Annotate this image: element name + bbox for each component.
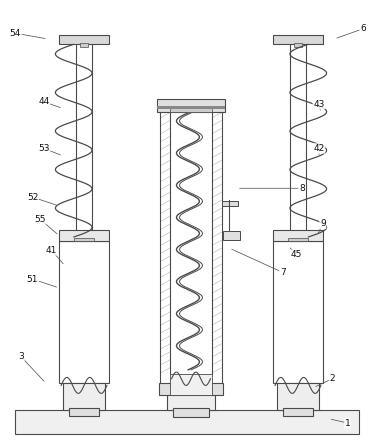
- Bar: [288, 238, 308, 241]
- Bar: [277, 383, 319, 410]
- Bar: [273, 230, 323, 241]
- Bar: [59, 241, 109, 383]
- Bar: [74, 238, 94, 241]
- Bar: [170, 107, 212, 112]
- Text: 3: 3: [18, 352, 24, 361]
- Bar: [59, 230, 109, 241]
- Bar: [59, 35, 109, 44]
- Text: 41: 41: [46, 246, 57, 255]
- Bar: [171, 112, 211, 374]
- Bar: [167, 394, 215, 410]
- Text: 2: 2: [330, 374, 335, 383]
- Bar: [283, 408, 313, 416]
- Text: 7: 7: [280, 268, 286, 277]
- Text: 53: 53: [38, 144, 50, 153]
- Text: 45: 45: [290, 250, 302, 259]
- Bar: [273, 35, 323, 44]
- Bar: [170, 374, 212, 395]
- Bar: [173, 408, 209, 417]
- Text: 8: 8: [299, 184, 305, 193]
- Bar: [294, 43, 302, 47]
- Text: 42: 42: [313, 144, 325, 153]
- Text: 54: 54: [10, 29, 21, 38]
- Bar: [273, 241, 323, 383]
- Text: 51: 51: [27, 275, 38, 284]
- Bar: [157, 106, 225, 109]
- Bar: [157, 99, 225, 112]
- Bar: [80, 43, 88, 47]
- Text: 43: 43: [313, 100, 325, 109]
- Text: 52: 52: [27, 193, 38, 202]
- Text: 55: 55: [34, 215, 46, 224]
- Bar: [63, 383, 105, 410]
- Text: 6: 6: [360, 24, 366, 33]
- Text: 1: 1: [345, 419, 351, 427]
- Text: 9: 9: [320, 219, 326, 228]
- Bar: [223, 231, 240, 240]
- Bar: [222, 201, 238, 206]
- Bar: [159, 383, 223, 395]
- Bar: [15, 410, 359, 434]
- Text: 44: 44: [38, 97, 50, 106]
- Bar: [69, 408, 99, 416]
